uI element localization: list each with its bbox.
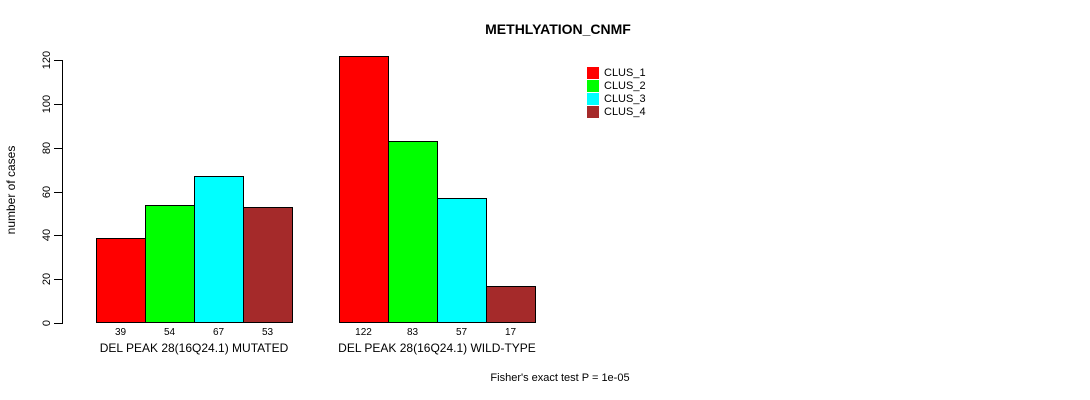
chart-title: METHLYATION_CNMF <box>485 21 631 37</box>
group-axis-label: DEL PEAK 28(16Q24.1) MUTATED <box>99 341 289 355</box>
y-axis-tick <box>54 323 62 324</box>
legend: CLUS_1 CLUS_2 CLUS_3 CLUS_4 <box>587 66 646 118</box>
bar-value-label: 17 <box>504 327 517 338</box>
legend-item-clus_4: CLUS_4 <box>587 105 646 118</box>
bar-clus_3-group1 <box>194 176 244 323</box>
bar-value-label: 39 <box>114 327 127 338</box>
bar-value-label: 54 <box>163 327 176 338</box>
bar-value-label: 53 <box>261 327 274 338</box>
legend-swatch-icon <box>587 92 599 105</box>
bar-clus_4-group2 <box>486 285 536 323</box>
y-axis-tick-label: 120 <box>41 50 53 70</box>
legend-label: CLUS_4 <box>604 105 646 118</box>
y-axis-tick <box>54 191 62 193</box>
legend-swatch-icon <box>587 79 599 92</box>
y-axis-tick-label: 60 <box>41 185 53 198</box>
y-axis-tick-label: 100 <box>41 94 53 114</box>
legend-label: CLUS_3 <box>604 92 646 105</box>
group-axis-label: DEL PEAK 28(16Q24.1) WILD-TYPE <box>338 341 536 355</box>
y-axis-line <box>62 60 63 324</box>
y-axis-tick <box>54 235 62 237</box>
y-axis-tick-label: 40 <box>41 229 53 242</box>
bar-value-label: 57 <box>455 327 468 338</box>
bar-clus_1-group2 <box>339 55 389 323</box>
bar-clus_3-group2 <box>437 198 487 323</box>
bar-clus_2-group2 <box>388 141 438 323</box>
bar-clus_4-group1 <box>243 206 293 323</box>
y-axis-tick <box>54 147 62 149</box>
legend-label: CLUS_1 <box>604 66 646 79</box>
bar-clus_2-group1 <box>145 204 195 323</box>
fisher-test-annotation: Fisher's exact test P = 1e-05 <box>490 372 630 384</box>
y-axis-tick-label: 0 <box>41 319 53 327</box>
bar-value-label: 122 <box>355 327 372 338</box>
y-axis-label: number of cases <box>4 145 18 235</box>
legend-label: CLUS_2 <box>604 79 646 92</box>
y-axis-tick-label: 80 <box>41 141 53 154</box>
bar-value-label: 83 <box>406 327 419 338</box>
bar-value-label: 67 <box>212 327 225 338</box>
bar-clus_1-group1 <box>96 237 146 323</box>
y-axis-tick-label: 20 <box>41 273 53 286</box>
y-axis-tick <box>54 103 62 105</box>
y-axis-tick <box>54 279 62 281</box>
legend-item-clus_2: CLUS_2 <box>587 79 646 92</box>
legend-swatch-icon <box>587 66 599 79</box>
y-axis-tick <box>54 60 62 61</box>
legend-item-clus_1: CLUS_1 <box>587 66 646 79</box>
legend-swatch-icon <box>587 105 599 118</box>
legend-item-clus_3: CLUS_3 <box>587 92 646 105</box>
